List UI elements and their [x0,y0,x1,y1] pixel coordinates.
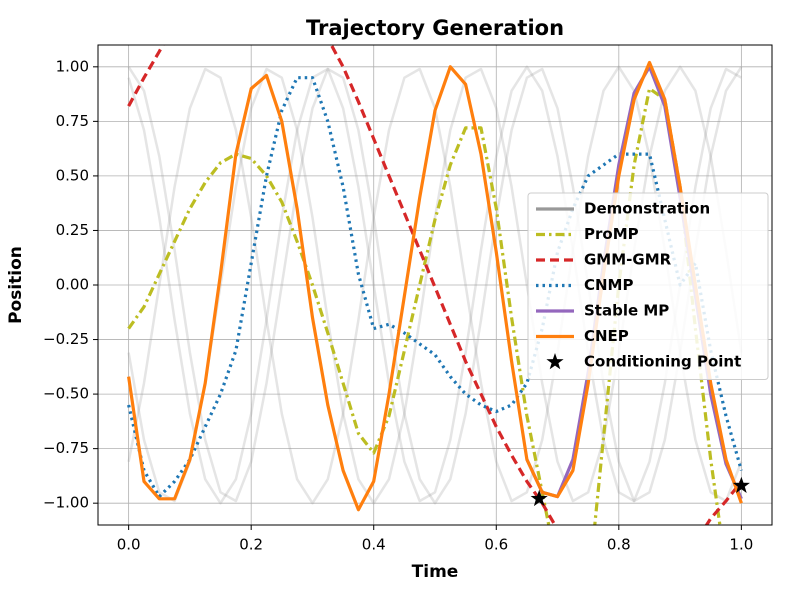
conditioning-point [530,489,548,507]
x-tick-label: 0.8 [607,536,631,554]
axes-frame [97,44,773,526]
x-axis-label: Time [412,562,459,582]
conditioning-point [732,476,750,493]
legend-label: CNMP [584,276,633,294]
legend-label: Demonstration [584,200,710,218]
x-tick-label: 0.2 [239,536,263,554]
y-tick-label: −0.50 [43,385,89,403]
y-tick-label: −1.00 [43,494,89,512]
legend-label: ProMP [584,225,639,243]
legend-label: Conditioning Point [584,353,741,371]
y-axis-label: Position [6,246,26,324]
legend-label: CNEP [584,327,629,345]
series-line [127,60,743,512]
y-tick-label: −0.75 [43,439,89,457]
demonstration-line [127,65,743,505]
legend-swatch [546,353,564,370]
legend-label: Stable MP [584,302,669,320]
legend-box [527,192,769,380]
legend-label: GMM-GMR [584,251,672,269]
y-tick-label: 0.25 [56,221,89,239]
y-tick-label: 0.50 [56,166,89,184]
x-tick-label: 1.0 [729,536,753,554]
chart-title: Trajectory Generation [306,16,564,40]
series-line [127,76,743,499]
y-tick-label: −0.25 [43,330,89,348]
y-tick-label: 0.00 [56,276,89,294]
series-line [127,87,722,525]
x-tick-label: 0.6 [484,536,508,554]
y-tick-label: 0.75 [56,112,89,130]
x-tick-label: 0.0 [117,536,141,554]
y-tick-label: 1.00 [56,57,89,75]
demonstration-line [127,66,743,505]
x-tick-label: 0.4 [362,536,386,554]
